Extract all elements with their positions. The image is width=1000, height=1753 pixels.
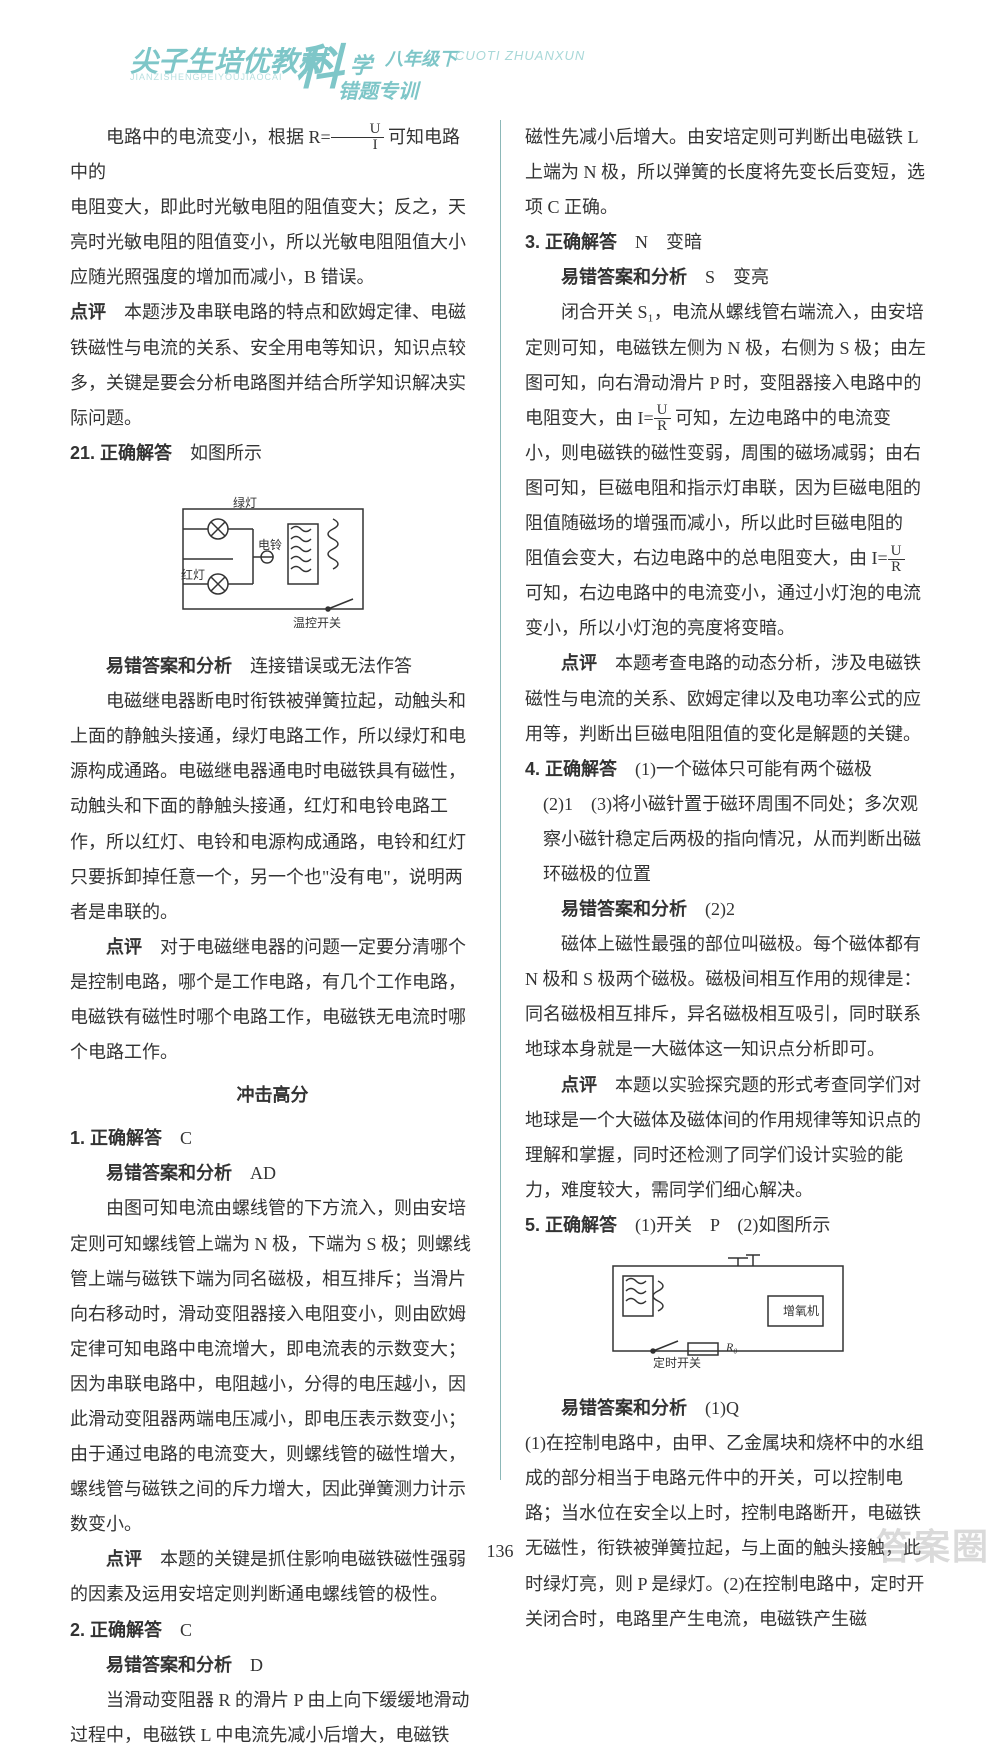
text-para: 磁性先减小后增大。由安培定则可判断出电磁铁 L 上端为 N 极，所以弹簧的长度将… [525,120,930,225]
section-heading: 冲击高分 [70,1078,475,1113]
label-bell: 电铃 [258,537,282,552]
watermark: 答案圈 [876,1518,990,1570]
label-temp-switch: 温控开关 [293,616,341,629]
fraction-UR: UR [654,403,671,434]
item-3: 3. 正确解答 N 变暗 [525,225,930,260]
title-pinyin: JIANZISHENGPEIYOUJIAOCAI [130,72,283,82]
text-para: (2)1 (3)将小磁针置于磁环周围不同处；多次观察小磁针稳定后两极的指向情况，… [525,787,930,892]
column-divider [500,120,501,1480]
title-cuoti: 错题专训 [338,75,418,104]
label-r0: R₀ [725,1340,738,1354]
right-column: 磁性先减小后增大。由安培定则可判断出电磁铁 L 上端为 N 极，所以弹簧的长度将… [500,120,940,1753]
text-para: 易错答案和分析 D [70,1648,475,1683]
item-21: 21. 正确解答 如图所示 [70,436,475,471]
text-para: 当滑动变阻器 R 的滑片 P 由上向下缓缓地滑动过程中，电磁铁 L 中电流先减小… [70,1683,475,1753]
label-oxygen: 增氧机 [783,1304,819,1318]
page-header: 尖子生培优教材 JIANZISHENGPEIYOUJIAOCAI 科 学 八年级… [0,0,1000,120]
label-timer: 定时开关 [653,1355,701,1370]
label-red: 红灯 [181,567,205,582]
text-para: 电阻变大，由 I=UR 可知，左边电路中的电流变 [525,401,930,436]
text: 可知，左边电路中的电流变 [671,408,892,428]
text-para: 磁体上磁性最强的部位叫磁极。每个磁体都有 N 极和 S 极两个磁极。磁极间相互作… [525,927,930,1067]
left-column: 电路中的电流变小，根据 R=UI 可知电路中的 电阻变大，即此时光敏电阻的阻值变… [60,120,500,1753]
figure-circuit-1: 绿灯 电铃 红灯 温控开关 [70,479,475,641]
title-en: CUOTI ZHUANXUN [455,48,585,63]
text-para: 点评 对于电磁继电器的问题一定要分清哪个是控制电路，哪个是工作电路，有几个工作电… [70,930,475,1070]
text-para: 易错答案和分析 S 变亮 [525,260,930,295]
fraction-UI: UI [331,122,384,153]
text: 电路中的电流变小，根据 R= [106,127,331,147]
text: 阻值会变大，右边电路中的总电阻变大，由 I= [525,548,888,568]
text-para: 由图可知电流由螺线管的下方流入，则由安培定则可知螺线管上端为 N 极，下端为 S… [70,1191,475,1542]
title-grade: 八年级下 [385,45,457,71]
text-para: 点评 本题以实验探究题的形式考查同学们对地球是一个大磁体及磁体间的作用规律等知识… [525,1068,930,1208]
text-para: 易错答案和分析 (1)Q [525,1391,930,1426]
text-para: 小，则电磁铁的磁性变弱，周围的磁场减弱；由右图可知，巨磁电阻和指示灯串联，因为巨… [525,436,930,541]
text-para: 电路中的电流变小，根据 R=UI 可知电路中的 [70,120,475,190]
item-4: 4. 正确解答 (1)一个磁体只可能有两个磁极 [525,752,930,787]
text: 本题涉及串联电路的特点和欧姆定律、电磁铁磁性与电流的关系、安全用电等知识，知识点… [70,302,466,427]
text-para: 易错答案和分析 连接错误或无法作答 [70,649,475,684]
item-2: 2. 正确解答 C [70,1613,475,1648]
text-para: (1)在控制电路中，由甲、乙金属块和烧杯中的水组成的部分相当于电路元件中的开关，… [525,1426,930,1637]
text: 电阻变大，由 I= [525,408,654,428]
page-number: 136 [0,1541,1000,1562]
item-5: 5. 正确解答 (1)开关 P (2)如图所示 [525,1208,930,1243]
text-para: 易错答案和分析 AD [70,1156,475,1191]
figure-circuit-2: 增氧机 定时开关 R₀ [525,1251,930,1383]
title-ke: 科 [295,28,343,98]
text-para: 阻值会变大，右边电路中的总电阻变大，由 I=UR [525,541,930,576]
text-para: 闭合开关 S₁，电流从螺线管右端流入，由安培定则可知，电磁铁左侧为 N 极，右侧… [525,295,930,400]
text-para: 电磁继电器断电时衔铁被弹簧拉起，动触头和上面的静触头接通，绿灯电路工作，所以绿灯… [70,684,475,930]
text-para: 点评 本题涉及串联电路的特点和欧姆定律、电磁铁磁性与电流的关系、安全用电等知识，… [70,295,475,435]
content-area: 电路中的电流变小，根据 R=UI 可知电路中的 电阻变大，即此时光敏电阻的阻值变… [0,120,1000,1753]
label-green: 绿灯 [233,495,257,510]
fraction-UR2: UR [888,544,905,575]
item-1: 1. 正确解答 C [70,1121,475,1156]
text-para: 电阻变大，即此时光敏电阻的阻值变大；反之，天亮时光敏电阻的阻值变小，所以光敏电阻… [70,190,475,295]
text-para: 点评 本题考查电路的动态分析，涉及电磁铁磁性与电流的关系、欧姆定律以及电功率公式… [525,646,930,751]
text-para: 可知，右边电路中的电流变小，通过小灯泡的电流变小，所以小灯泡的亮度将变暗。 [525,576,930,646]
text-para: 易错答案和分析 (2)2 [525,892,930,927]
